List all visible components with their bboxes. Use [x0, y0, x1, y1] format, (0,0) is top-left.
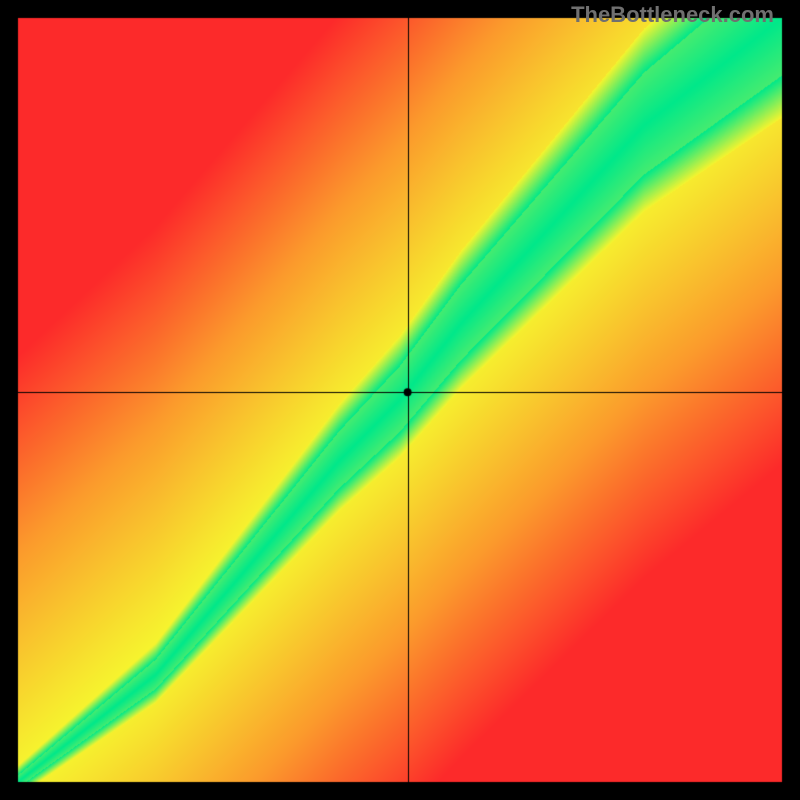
- heatmap-canvas: [0, 0, 800, 800]
- chart-container: TheBottleneck.com: [0, 0, 800, 800]
